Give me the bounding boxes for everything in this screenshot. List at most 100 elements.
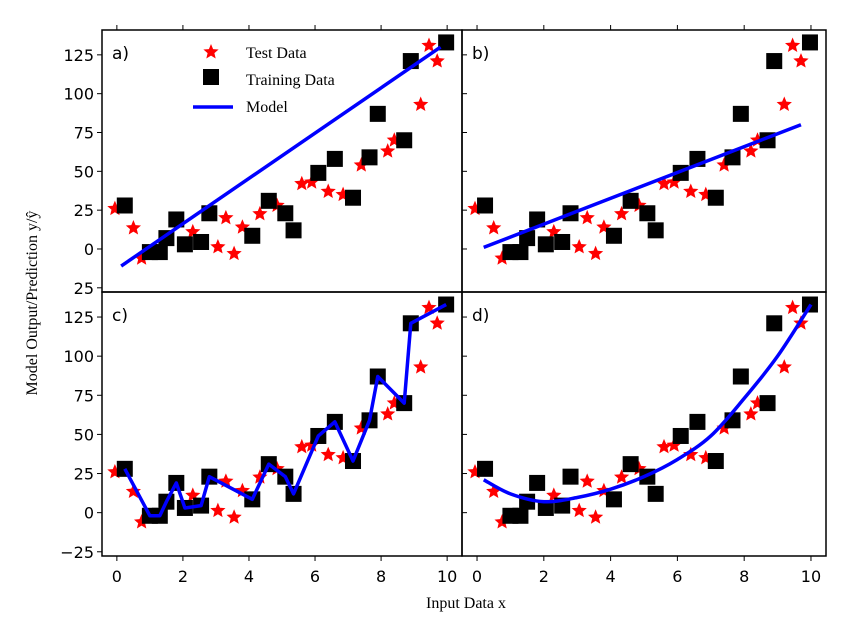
test-data-point: [134, 250, 150, 265]
test-data-point: [666, 174, 682, 189]
training-data-point: [151, 244, 168, 261]
panel-label: b): [472, 44, 489, 64]
test-data-point: [743, 406, 759, 421]
test-data-point: [571, 239, 587, 254]
training-data-point: [605, 491, 622, 508]
training-data-point: [537, 236, 554, 253]
y-tick-label: 0: [84, 240, 94, 259]
y-tick-label: 75: [74, 386, 94, 405]
test-data-point: [380, 406, 396, 421]
test-data-point: [210, 502, 226, 518]
x-tick-label: 4: [606, 567, 616, 586]
y-tick-label: −25: [60, 543, 94, 562]
test-data-point: [294, 438, 310, 454]
training-data-point: [477, 460, 494, 477]
test-data-point: [571, 502, 587, 518]
training-data-point: [438, 34, 455, 51]
test-data-point: [656, 175, 672, 191]
panel-d: 0 2 4 6 8 10 d): [461, 291, 827, 586]
legend-training-marker: [203, 69, 219, 85]
panel-label: a): [112, 44, 129, 64]
panel-label: d): [472, 306, 489, 326]
training-data-point: [176, 236, 193, 253]
x-tick-label: 8: [376, 567, 386, 586]
test-data-point: [683, 183, 699, 198]
model-line: [120, 45, 442, 268]
training-data-point: [396, 132, 413, 149]
test-data-point: [588, 245, 604, 261]
training-data-point: [639, 205, 656, 222]
training-data-point: [277, 205, 294, 222]
panel-b: b): [461, 25, 827, 293]
test-data-point: [776, 359, 792, 374]
test-data-point: [413, 359, 429, 374]
test-data-point: [486, 220, 502, 235]
plot-area: [467, 34, 818, 265]
test-data-point: [579, 209, 595, 225]
test-data-point: [125, 220, 141, 235]
training-data-point: [672, 427, 689, 444]
training-data-point: [326, 150, 343, 167]
training-data-point: [732, 368, 749, 385]
plot-area: [107, 34, 455, 268]
x-tick-label: 10: [437, 567, 457, 586]
training-data-point: [519, 230, 536, 247]
legend-test-marker: [203, 44, 219, 59]
legend: Test Data Training Data Model: [193, 44, 335, 116]
y-tick-label: 125: [63, 308, 94, 327]
training-data-point: [512, 244, 529, 261]
training-data-point: [529, 474, 546, 491]
training-data-point: [732, 105, 749, 122]
model-line: [483, 123, 802, 250]
x-tick-label: 2: [178, 567, 188, 586]
plot-area: [467, 296, 818, 529]
test-data-point: [716, 157, 732, 172]
y-tick-label: 25: [74, 279, 94, 298]
x-tick-label: 2: [539, 567, 549, 586]
test-data-point: [614, 205, 630, 221]
legend-label: Training Data: [246, 72, 335, 89]
test-data-point: [218, 209, 234, 225]
test-data-point: [656, 438, 672, 454]
y-tick-label: 100: [63, 347, 94, 366]
test-data-point: [353, 157, 369, 172]
training-data-point: [622, 456, 639, 473]
training-data-point: [512, 507, 529, 524]
test-data-point: [743, 143, 759, 158]
y-tick-label: 0: [84, 504, 94, 523]
training-data-point: [477, 197, 494, 214]
model-line: [123, 302, 447, 518]
test-data-point: [588, 509, 604, 524]
panel-label: c): [112, 306, 128, 326]
test-data-point: [413, 96, 429, 111]
y-tick-label: 100: [63, 85, 94, 104]
test-data-point: [294, 175, 310, 191]
legend-label: Test Data: [246, 45, 307, 62]
training-data-point: [537, 499, 554, 516]
test-data-point: [380, 143, 396, 158]
test-data-point: [716, 420, 732, 435]
test-data-point: [776, 96, 792, 111]
test-data-point: [614, 469, 630, 484]
plot-area: [107, 296, 455, 529]
model-line: [482, 303, 813, 504]
test-data-point: [683, 446, 699, 462]
test-data-point: [785, 299, 801, 315]
test-data-point: [210, 239, 226, 254]
training-data-point: [707, 453, 724, 470]
test-data-point: [226, 509, 242, 524]
test-data-point: [486, 483, 502, 498]
x-tick-label: 6: [672, 567, 682, 586]
training-data-point: [647, 485, 664, 502]
test-data-point: [252, 205, 268, 221]
x-tick-label: 8: [739, 567, 749, 586]
y-tick-label: 75: [74, 124, 94, 143]
y-axis-label: Model Output/Prediction y/ŷ: [24, 211, 41, 396]
training-data-point: [116, 197, 133, 214]
training-data-point: [310, 164, 327, 181]
test-data-point: [320, 183, 336, 198]
test-data-point: [666, 437, 682, 452]
test-data-point: [421, 37, 437, 52]
